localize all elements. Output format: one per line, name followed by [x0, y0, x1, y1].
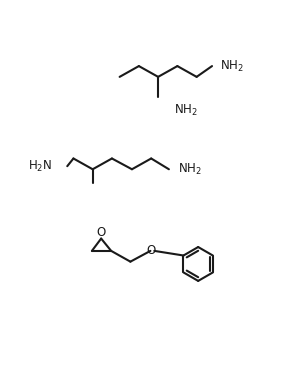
Text: NH$_2$: NH$_2$ — [221, 59, 244, 73]
Text: NH$_2$: NH$_2$ — [178, 162, 202, 177]
Text: O: O — [146, 244, 156, 257]
Text: O: O — [96, 226, 106, 239]
Text: NH$_2$: NH$_2$ — [174, 102, 197, 118]
Text: H$_2$N: H$_2$N — [28, 159, 52, 174]
